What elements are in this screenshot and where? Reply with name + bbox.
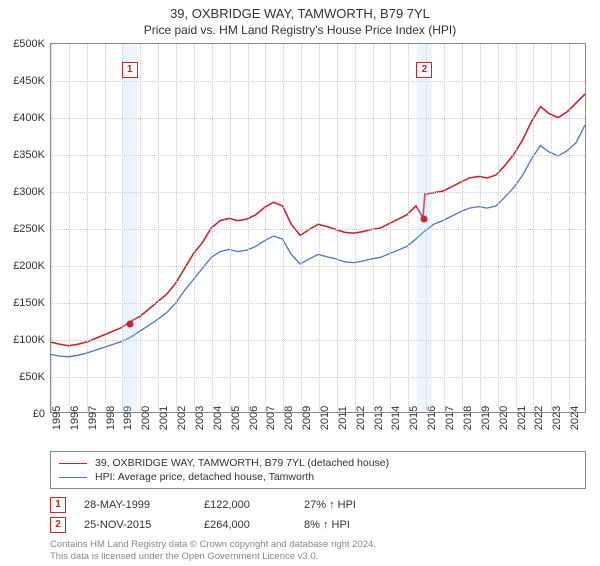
- gridline-v: [265, 44, 266, 412]
- y-tick-label: £400K: [13, 112, 45, 124]
- sale-hpi: 27% ↑ HPI: [304, 499, 404, 511]
- gridline-v: [176, 44, 177, 412]
- gridline-v: [105, 44, 106, 412]
- x-tick-label: 2023: [551, 406, 563, 430]
- x-tick-label: 2024: [569, 406, 581, 430]
- footer-line-1: Contains HM Land Registry data © Crown c…: [50, 539, 586, 551]
- x-tick-label: 2018: [462, 406, 474, 430]
- y-tick-label: £0: [33, 408, 45, 420]
- x-tick-label: 2022: [533, 406, 545, 430]
- legend-row: HPI: Average price, detached house, Tamw…: [59, 470, 577, 484]
- x-tick-label: 2017: [444, 406, 456, 430]
- gridline-v: [51, 44, 52, 412]
- page-title: 39, OXBRIDGE WAY, TAMWORTH, B79 7YL: [0, 6, 600, 21]
- gridline-v: [158, 44, 159, 412]
- sale-date: 28-MAY-1999: [84, 499, 204, 511]
- x-tick-label: 2014: [390, 406, 402, 430]
- gridline-v: [373, 44, 374, 412]
- x-tick-label: 2003: [194, 406, 206, 430]
- sale-row: 1 28-MAY-1999£122,00027% ↑ HPI: [50, 495, 586, 515]
- shade-band: [417, 44, 431, 412]
- legend-label: HPI: Average price, detached house, Tamw…: [95, 471, 314, 483]
- legend-swatch: [59, 463, 87, 464]
- y-tick-label: £150K: [13, 297, 45, 309]
- x-tick-label: 2019: [480, 406, 492, 430]
- gridline-v: [408, 44, 409, 412]
- legend-row: 39, OXBRIDGE WAY, TAMWORTH, B79 7YL (det…: [59, 456, 577, 470]
- gridline-v: [230, 44, 231, 412]
- sale-dot: [126, 320, 133, 327]
- x-tick-label: 2002: [176, 406, 188, 430]
- sale-marker-box: 1: [122, 62, 138, 78]
- gridline-v: [140, 44, 141, 412]
- page-subtitle: Price paid vs. HM Land Registry's House …: [0, 23, 600, 37]
- sales-block: 1 28-MAY-1999£122,00027% ↑ HPI 2 25-NOV-201…: [50, 495, 586, 535]
- x-tick-label: 1997: [87, 406, 99, 430]
- gridline-v: [569, 44, 570, 412]
- x-tick-label: 2012: [355, 406, 367, 430]
- gridline-v: [69, 44, 70, 412]
- y-tick-label: £450K: [13, 75, 45, 87]
- x-tick-label: 2011: [337, 406, 349, 430]
- legend-box: 39, OXBRIDGE WAY, TAMWORTH, B79 7YL (det…: [50, 451, 586, 489]
- gridline-v: [248, 44, 249, 412]
- gridline-v: [212, 44, 213, 412]
- gridline-v: [462, 44, 463, 412]
- sale-hpi: 8% ↑ HPI: [304, 519, 404, 531]
- x-tick-label: 2004: [212, 406, 224, 430]
- sale-marker-box: 2: [416, 62, 432, 78]
- sale-row: 2 25-NOV-2015£264,0008% ↑ HPI: [50, 515, 586, 535]
- sale-row-marker: 2: [50, 517, 66, 533]
- chart-plot-area: £0£50K£100K£150K£200K£250K£300K£350K£400…: [50, 43, 586, 413]
- gridline-v: [390, 44, 391, 412]
- gridline-v: [516, 44, 517, 412]
- x-tick-label: 2010: [319, 406, 331, 430]
- gridline-v: [355, 44, 356, 412]
- gridline-v: [337, 44, 338, 412]
- y-tick-label: £300K: [13, 186, 45, 198]
- y-tick-label: £350K: [13, 149, 45, 161]
- sale-price: £122,000: [204, 499, 304, 511]
- gridline-v: [87, 44, 88, 412]
- x-tick-label: 1998: [105, 406, 117, 430]
- x-tick-label: 2007: [265, 406, 277, 430]
- gridline-v: [319, 44, 320, 412]
- y-tick-label: £50K: [19, 371, 45, 383]
- x-tick-label: 2000: [140, 406, 152, 430]
- footer-line-2: This data is licensed under the Open Gov…: [50, 551, 586, 563]
- y-tick-label: £250K: [13, 223, 45, 235]
- gridline-v: [498, 44, 499, 412]
- y-tick-label: £100K: [13, 334, 45, 346]
- x-tick-label: 2009: [301, 406, 313, 430]
- gridline-v: [283, 44, 284, 412]
- legend-swatch: [59, 477, 87, 478]
- x-tick-label: 1995: [51, 406, 63, 430]
- sale-dot: [421, 215, 428, 222]
- sale-row-marker: 1: [50, 497, 66, 513]
- x-tick-label: 2021: [516, 406, 528, 430]
- gridline-v: [551, 44, 552, 412]
- x-tick-label: 2001: [158, 406, 170, 430]
- x-tick-label: 2005: [230, 406, 242, 430]
- gridline-v: [301, 44, 302, 412]
- sale-price: £264,000: [204, 519, 304, 531]
- chart-container: 39, OXBRIDGE WAY, TAMWORTH, B79 7YL Pric…: [0, 6, 600, 566]
- gridline-v: [533, 44, 534, 412]
- gridline-v: [480, 44, 481, 412]
- sale-date: 25-NOV-2015: [84, 519, 204, 531]
- x-tick-label: 2013: [373, 406, 385, 430]
- gridline-v: [444, 44, 445, 412]
- legend-label: 39, OXBRIDGE WAY, TAMWORTH, B79 7YL (det…: [95, 457, 389, 469]
- shade-band: [122, 44, 136, 412]
- x-tick-label: 2006: [248, 406, 260, 430]
- x-tick-label: 2020: [498, 406, 510, 430]
- y-tick-label: £500K: [13, 38, 45, 50]
- y-tick-label: £200K: [13, 260, 45, 272]
- x-tick-label: 2008: [283, 406, 295, 430]
- x-tick-label: 1996: [69, 406, 81, 430]
- gridline-v: [194, 44, 195, 412]
